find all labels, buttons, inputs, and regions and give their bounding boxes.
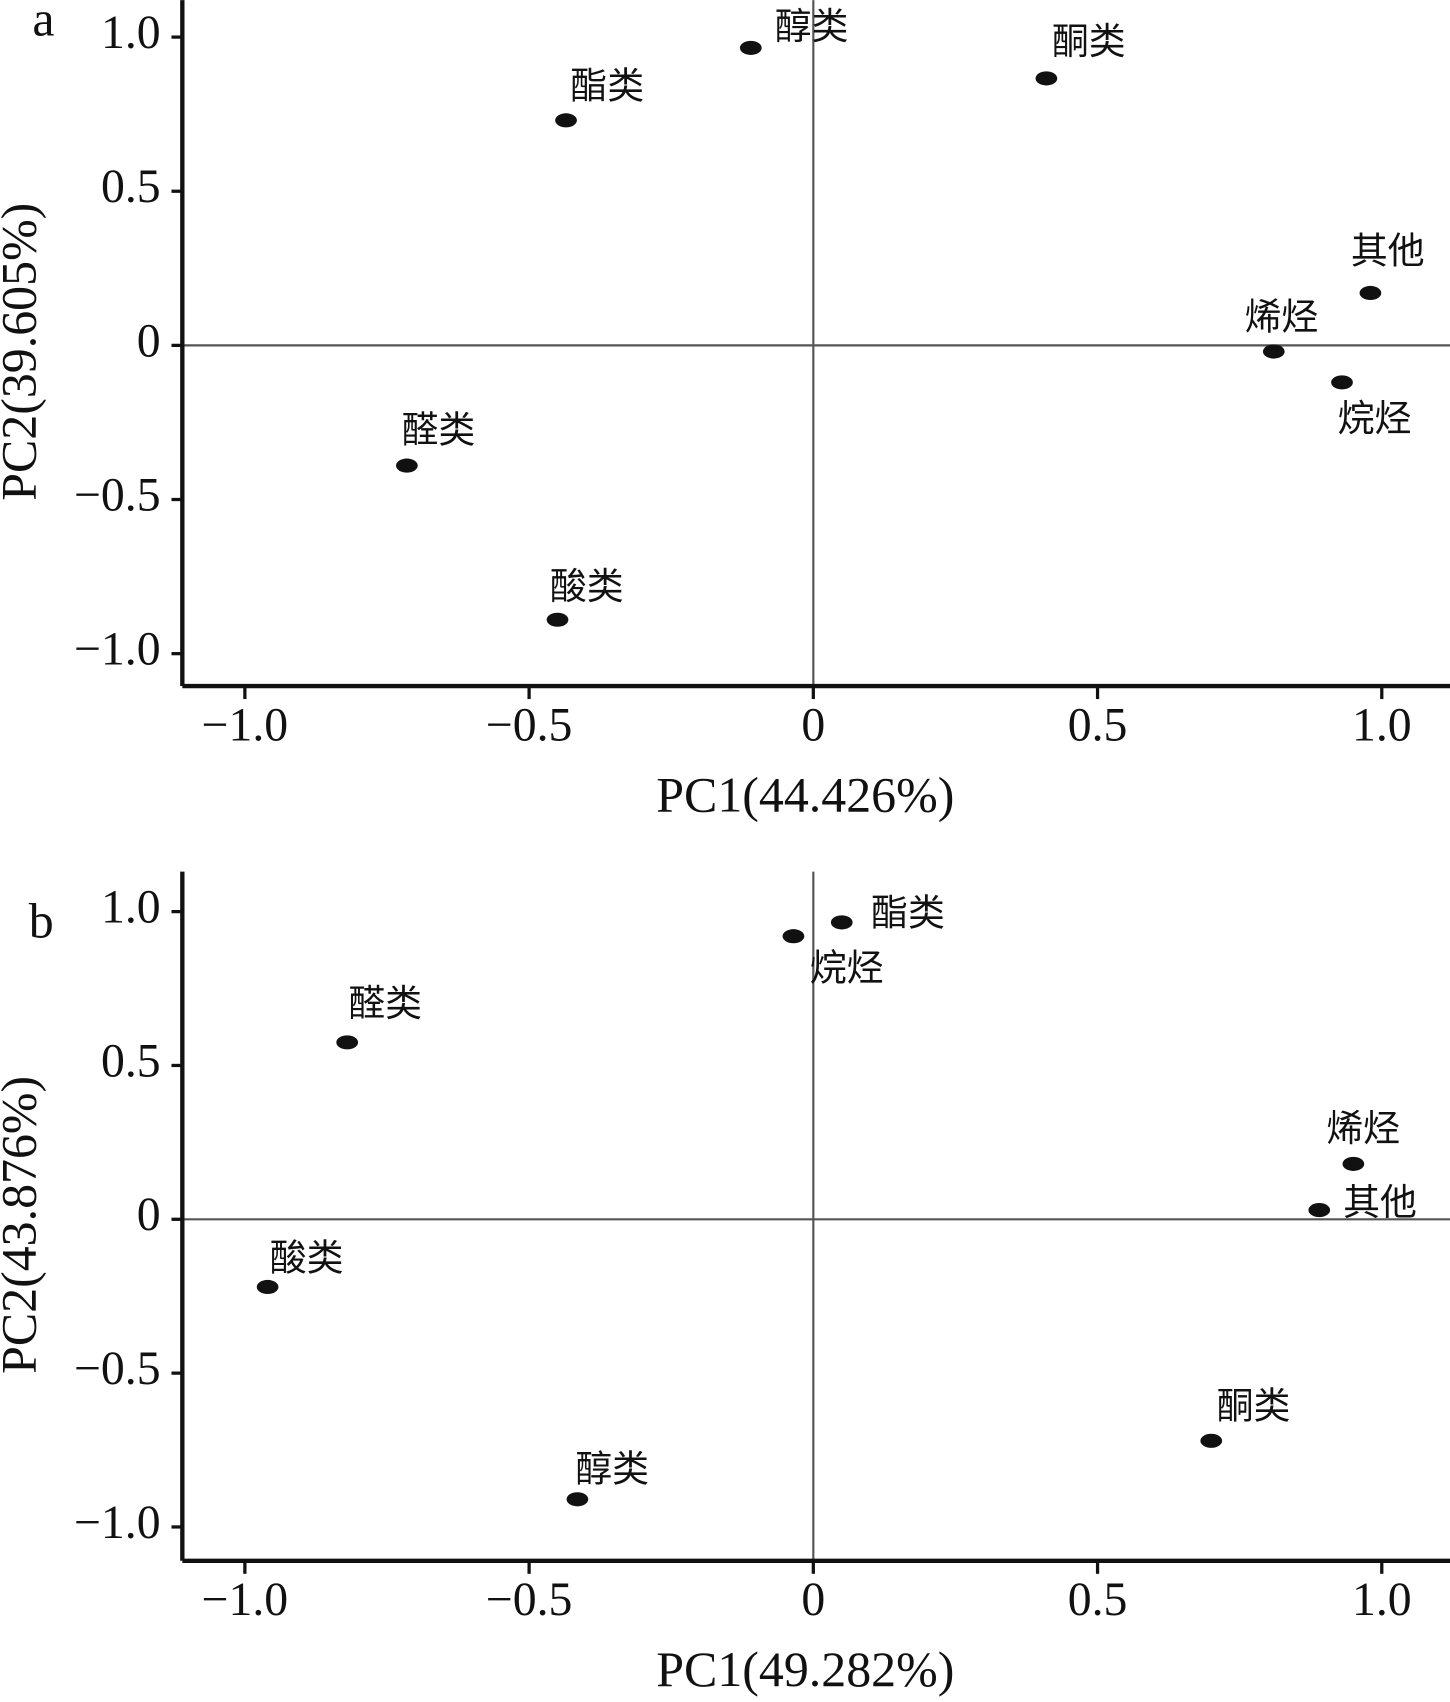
y-axis-label: PC2(39.605%) (0, 203, 46, 501)
point (739, 40, 762, 55)
point (1035, 71, 1058, 86)
x-tick-label: 1.0 (1352, 698, 1412, 751)
point (566, 1492, 589, 1507)
point-label: 醛类 (348, 982, 422, 1025)
point-label: 酮类 (1217, 1385, 1291, 1428)
point (782, 929, 805, 944)
y-tick-label: 0.5 (101, 160, 161, 213)
point (396, 458, 418, 473)
point-label: 醇类 (575, 1448, 649, 1491)
x-tick-label: 0.5 (1068, 698, 1128, 751)
x-tick-label: 0 (801, 698, 825, 751)
x-tick-label: −0.5 (486, 698, 573, 751)
point-label: 酯类 (871, 891, 945, 934)
point-label: 醇类 (775, 5, 849, 48)
x-tick-label: −0.5 (486, 1573, 573, 1626)
y-tick-label: 0 (137, 1188, 161, 1241)
point-label: 酮类 (1052, 20, 1126, 63)
y-axis-label: PC2(43.876%) (0, 1076, 46, 1374)
x-axis-label: PC1(49.282%) (656, 1642, 954, 1697)
point-label: 其他 (1351, 229, 1425, 272)
point (830, 915, 853, 930)
point (1342, 1156, 1365, 1171)
point (1262, 344, 1285, 359)
point-label: 醛类 (401, 408, 475, 451)
point-label: 酸类 (550, 565, 624, 608)
point-label: 烷烃 (810, 946, 884, 989)
point (546, 612, 569, 627)
y-tick-label: −1.0 (74, 623, 161, 676)
y-tick-label: −1.0 (74, 1496, 161, 1549)
panel-label: a (32, 0, 54, 46)
point (1331, 375, 1353, 390)
y-tick-label: −0.5 (74, 468, 161, 521)
point (555, 113, 577, 128)
point-label: 酸类 (270, 1236, 344, 1279)
point (1308, 1203, 1331, 1218)
x-tick-label: −1.0 (202, 698, 289, 751)
x-tick-label: 1.0 (1352, 1573, 1412, 1626)
panel-label: b (29, 893, 54, 948)
y-tick-label: 1.0 (101, 881, 161, 934)
point (336, 1035, 359, 1050)
point-label: 烯烃 (1326, 1107, 1400, 1150)
point (256, 1279, 279, 1295)
point (1359, 285, 1382, 301)
x-axis-label: PC1(44.426%) (656, 767, 954, 822)
point-label: 酯类 (570, 64, 644, 107)
y-tick-label: 1.0 (101, 6, 161, 59)
point (1200, 1433, 1223, 1448)
y-tick-label: 0 (137, 314, 161, 367)
y-tick-label: 0.5 (101, 1034, 161, 1087)
point-label: 烷烃 (1338, 397, 1412, 440)
y-tick-label: −0.5 (74, 1342, 161, 1395)
point-label: 其他 (1343, 1181, 1417, 1224)
point-label: 烯烃 (1244, 295, 1318, 338)
x-tick-label: 0.5 (1068, 1573, 1128, 1626)
x-tick-label: 0 (801, 1573, 825, 1626)
x-tick-label: −1.0 (202, 1573, 289, 1626)
